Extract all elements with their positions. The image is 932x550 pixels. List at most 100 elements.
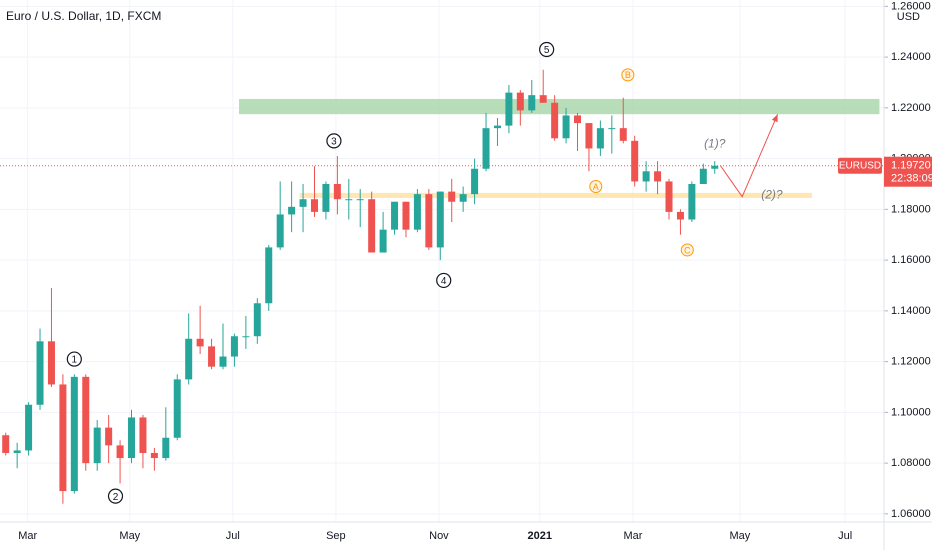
candle-body [596,128,604,149]
wave-circle [680,243,694,257]
candle-body [219,356,227,367]
candle-body [699,168,707,184]
wave-circle [621,68,635,82]
candle-body [105,427,113,446]
candle-body [539,95,547,103]
candle-body [230,336,238,357]
candle-body [310,199,318,212]
y-tick-label: 1.22000 [891,102,931,114]
countdown-label: 22:38:09 [891,173,932,185]
x-tick-label: Nov [429,530,449,542]
candle-body [25,404,33,451]
candle-body [265,247,273,304]
candle-body [619,128,627,141]
candle-body [36,341,44,405]
projection-line [720,113,779,198]
chart-title: Euro / U.S. Dollar, 1D, FXCM [6,9,161,23]
candle-body [368,199,376,253]
candle-body [413,194,421,230]
price-tag [884,156,932,187]
y-tick-label: 1.18000 [891,203,931,215]
wave-circle [107,488,124,504]
candle-body [585,123,593,149]
candle-body [528,95,536,111]
candle-body [482,128,490,169]
y-tick-label: 1.24000 [891,51,931,63]
candle-body [551,102,559,139]
symbol-tag [838,157,882,174]
x-tick-label: 2021 [528,530,552,542]
y-tick-label: 1.08000 [891,457,931,469]
wave-circle [326,133,342,149]
x-tick-label: May [730,530,751,542]
candle-body [139,417,147,453]
x-tick-label: Jul [226,530,240,542]
wave-label: B [625,70,631,80]
candle-body [608,128,616,130]
candle-body [253,303,261,337]
candle-body [654,171,662,182]
candle-body [631,140,639,182]
candle-body [345,199,353,201]
y-tick-label: 1.12000 [891,356,931,368]
candle-body [70,376,78,492]
wave-label: 4 [441,276,447,287]
wave-circle [539,41,555,58]
wave-label: (2)? [761,187,783,201]
x-tick-label: Jul [838,530,852,542]
plot: 1 2 3 4 5 A B C (1)? (2)? [0,0,884,522]
y-tick-label: 1.26000 [891,0,931,12]
y-tick-label: 1.06000 [891,508,931,520]
candle-body [459,194,467,202]
candle-body [493,125,501,129]
price-label: 1.19720 [891,160,931,172]
candle-body [185,338,193,380]
y-tick-label: 1.10000 [891,406,931,418]
candle-body [299,199,307,207]
candle-body [333,183,341,200]
candle-body [516,92,524,111]
candle-body [82,376,90,464]
candle-body [642,171,650,182]
candle-body [322,183,330,212]
wave-circle [436,272,452,289]
candle-body [208,346,216,367]
candle-body [128,417,136,459]
candle-body [59,384,67,492]
wave-circle [66,351,82,367]
zone [239,98,880,115]
candle-body [196,338,204,347]
candle-body [562,115,570,139]
candle-body [150,452,158,459]
candle-body [47,341,55,385]
candle-body [276,214,284,248]
wave-label: 5 [544,45,550,56]
candle-body [676,211,684,220]
candle-body [116,445,124,459]
candle-body [402,201,410,230]
y-tick-label: 1.14000 [891,305,931,317]
candle-body [574,115,582,124]
candle-body [13,450,21,453]
candle-body [436,191,444,248]
candle-body [471,168,479,195]
y-tick-label: 1.16000 [891,254,931,266]
candle-body [93,427,101,464]
candle-body [505,92,513,126]
x-tick-label: May [119,530,140,542]
wave-label: A [593,182,599,192]
candle-body [711,165,719,169]
candle-body [356,199,364,201]
candle-body [665,181,673,212]
wave-label: 3 [331,136,337,147]
zone [299,192,812,198]
candle-body [2,435,10,453]
candle-body [425,194,433,248]
wave-label: 2 [113,492,119,503]
candle-body [242,336,250,338]
wave-label: 1 [72,355,78,366]
symbol-label: EURUSD [839,160,881,171]
y-unit: USD [897,11,920,23]
candle-body [288,206,296,215]
